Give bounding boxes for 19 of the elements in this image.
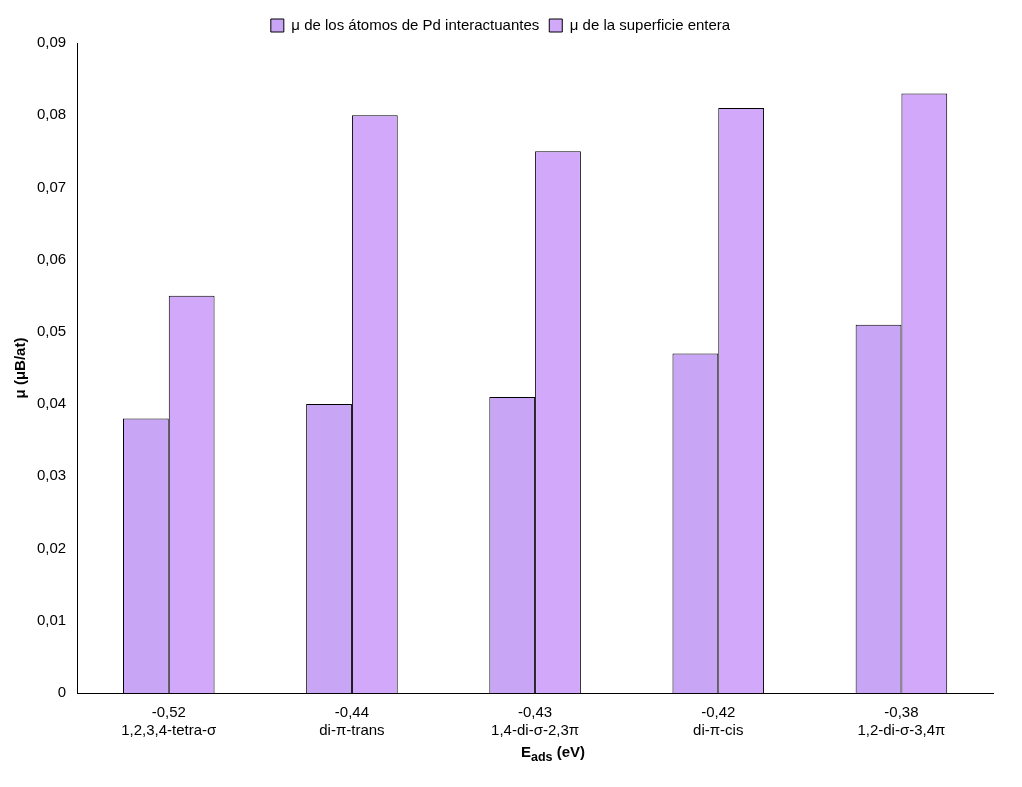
y-tick-label: 0 [57,683,67,701]
x-tick-label: -0,44 di-π-trans [319,703,385,739]
y-tick-label: 0,08 [36,105,67,123]
y-tick-label: 0,07 [36,177,67,195]
y-tick-label: 0,01 [36,610,67,628]
y-tick-label: 0,04 [36,394,67,412]
y-tick-label: 0,06 [36,249,67,267]
y-tick-label: 0,02 [36,538,67,556]
y-tick-label: 0,05 [36,322,67,340]
x-tick-label: -0,42 di-π-cis [693,703,744,739]
legend-label: μ de la superficie entera [569,15,731,33]
y-tick-label: 0,03 [36,466,67,484]
x-tick-label: -0,43 1,4-di-σ-2,3π [491,703,580,739]
y-tick-label: 0,09 [36,33,67,51]
legend-label: μ de los átomos de Pd interactuantes [291,15,540,33]
x-tick-label: -0,52 1,2,3,4-tetra-σ [121,703,218,739]
y-axis-title: μ (μB/at) [11,337,29,399]
x-axis-title: E$_{ads}$ (eV) [519,743,587,764]
x-tick-label: -0,38 1,2-di-σ-3,4π [857,703,946,739]
